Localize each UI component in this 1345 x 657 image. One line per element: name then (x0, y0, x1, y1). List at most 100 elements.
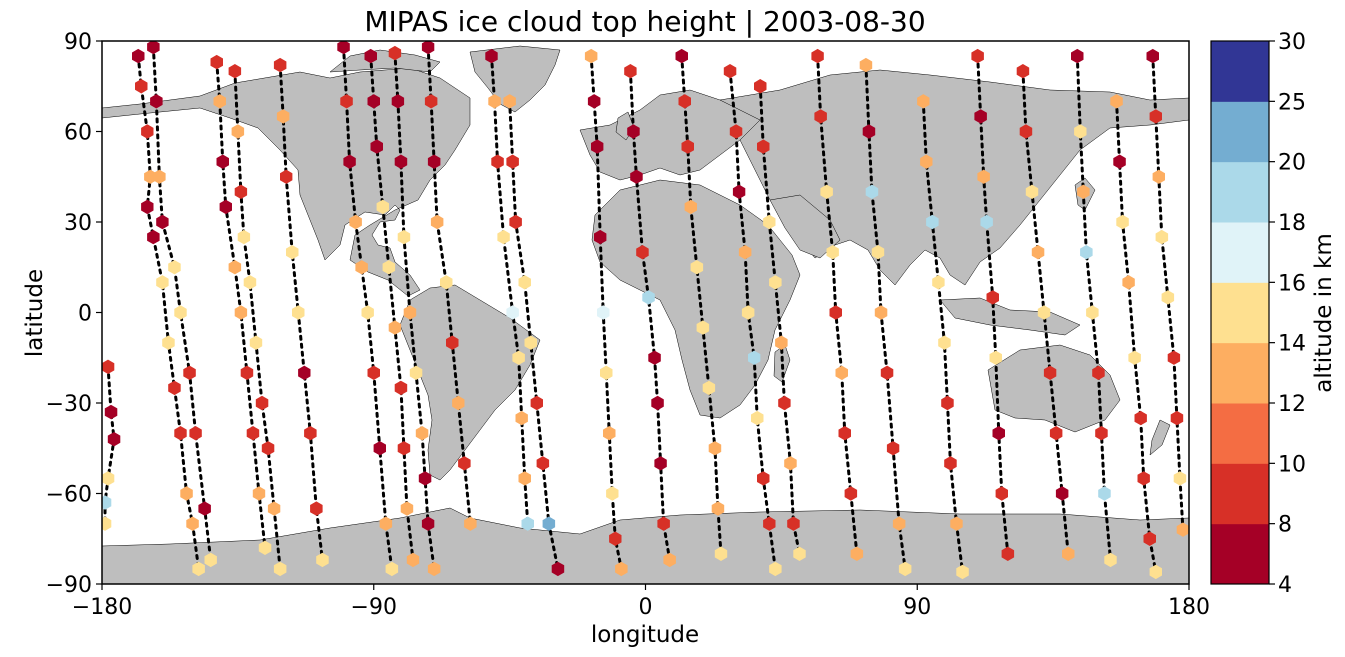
x-axis: −180 −90 0 90 180 (72, 584, 1210, 620)
cloud-marker (452, 395, 465, 411)
cloud-marker (917, 94, 930, 109)
orbit-track (369, 54, 415, 562)
cloud-marker (1110, 94, 1123, 109)
colorbar-segment (1211, 282, 1269, 344)
cloud-marker (361, 305, 374, 320)
cloud-marker (820, 184, 833, 199)
cloud-marker (1055, 486, 1069, 501)
cloud-marker (932, 275, 945, 290)
cloud-marker (240, 365, 254, 380)
cloud-marker (684, 199, 697, 215)
y-tick-label: −60 (46, 483, 92, 508)
cloud-marker (102, 471, 115, 486)
cloud-marker (418, 471, 432, 486)
cloud-marker (141, 199, 154, 215)
cloud-marker (624, 64, 637, 79)
cloud-marker (518, 471, 531, 486)
cloud-marker (174, 426, 187, 441)
cloud-marker (811, 48, 824, 64)
cloud-marker (403, 305, 417, 320)
cloud-marker (156, 275, 169, 290)
cloud-marker (1016, 64, 1030, 79)
cloud-marker (880, 365, 894, 380)
cloud-marker (702, 380, 716, 396)
cloud-marker (989, 350, 1002, 365)
cloud-marker (1049, 426, 1063, 441)
cloud-marker (1098, 486, 1111, 501)
cloud-marker (364, 48, 377, 64)
cloud-marker (892, 516, 906, 531)
cloud-marker (304, 426, 317, 441)
cloud-marker (862, 124, 876, 139)
cloud-marker (950, 516, 963, 531)
y-tick-label: −30 (46, 392, 92, 417)
landmass-australia (987, 344, 1121, 433)
cloud-marker (186, 516, 199, 531)
cloud-marker (388, 320, 402, 335)
cloud-marker (627, 124, 640, 139)
x-tick-label: 90 (903, 595, 931, 620)
cloud-marker (1176, 522, 1189, 537)
cloud-marker (609, 531, 622, 546)
cloud-marker (1104, 552, 1117, 568)
cloud-marker (337, 41, 350, 55)
landmass-new-zealand (1149, 419, 1171, 456)
cloud-marker (397, 441, 411, 456)
marker-layer (102, 41, 1189, 580)
cloud-marker (415, 426, 429, 441)
cloud-marker (349, 214, 362, 230)
cloud-marker (292, 305, 305, 320)
cloud-marker (741, 305, 755, 320)
colorbar-tick-label: 20 (1278, 151, 1306, 176)
x-axis-label: longitude (591, 622, 699, 648)
x-tick-label: 0 (639, 595, 653, 620)
cloud-marker (850, 546, 864, 561)
cloud-marker (941, 395, 954, 411)
cloud-marker (515, 410, 528, 426)
cloud-marker (986, 290, 999, 305)
cloud-marker (340, 94, 353, 109)
cloud-marker (367, 94, 380, 109)
cloud-marker (793, 546, 806, 561)
cloud-marker (615, 561, 628, 577)
colorbar-tick-label: 25 (1278, 90, 1306, 115)
colorbar: 4 8 10 12 14 16 18 20 25 30 (1210, 30, 1306, 598)
cloud-marker (648, 350, 661, 365)
cloud-marker (769, 275, 782, 290)
cloud-marker (696, 320, 710, 335)
orbit-track (728, 69, 777, 571)
cloud-marker (1031, 245, 1045, 260)
colorbar-segment (1211, 161, 1269, 223)
cloud-marker (216, 154, 229, 169)
cloud-marker (385, 561, 399, 577)
cloud-marker (273, 561, 287, 577)
cloud-marker (367, 365, 380, 380)
cloud-marker (237, 229, 251, 245)
colorbar-tick-label: 4 (1278, 573, 1292, 598)
cloud-marker (1134, 410, 1147, 426)
cloud-marker (1170, 410, 1184, 426)
cloud-marker (261, 441, 275, 456)
cloud-marker (234, 184, 248, 199)
cloud-marker (524, 335, 537, 350)
colorbar-frame (1210, 40, 1270, 585)
cloud-marker (406, 552, 420, 568)
cloud-marker (995, 486, 1008, 501)
cloud-marker (787, 516, 800, 531)
orbit-track (628, 69, 672, 562)
cloud-marker (587, 94, 601, 109)
cloud-marker (192, 561, 205, 577)
cloud-marker (506, 305, 519, 320)
colorbar-tick-label: 30 (1278, 30, 1306, 55)
cloud-marker (180, 486, 193, 501)
cloud-marker (769, 561, 782, 577)
cloud-marker (376, 199, 389, 215)
cloud-marker (147, 41, 160, 55)
cloud-marker (642, 290, 655, 305)
orbit-track (342, 45, 394, 571)
landmass-north-america (102, 67, 471, 297)
cloud-marker (506, 154, 519, 169)
cloud-marker (826, 245, 839, 260)
cloud-marker (252, 486, 266, 501)
cloud-marker (168, 380, 181, 396)
